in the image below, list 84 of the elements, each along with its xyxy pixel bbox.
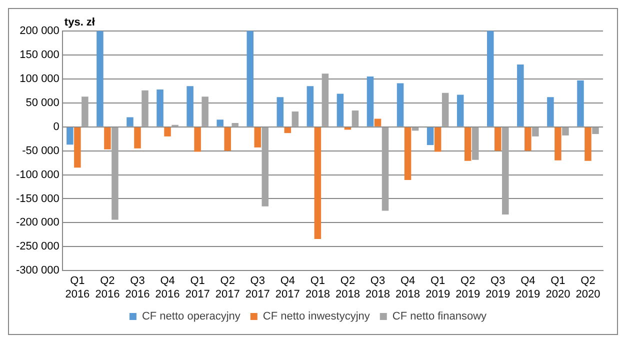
y-tick-label: -250 000 bbox=[16, 240, 60, 253]
bar bbox=[404, 127, 412, 180]
bar bbox=[592, 127, 599, 134]
bar bbox=[292, 112, 299, 126]
x-tick-label: Q3 2019 bbox=[486, 275, 510, 300]
bar bbox=[517, 64, 524, 126]
bar bbox=[202, 96, 208, 126]
x-tick-label: Q1 2016 bbox=[65, 275, 90, 300]
x-tick-label: Q3 2017 bbox=[245, 275, 270, 300]
bar bbox=[577, 80, 584, 126]
bar bbox=[554, 127, 562, 160]
bar bbox=[112, 127, 118, 220]
bar bbox=[186, 86, 194, 126]
y-tick-label: -200 000 bbox=[16, 216, 60, 229]
x-tick-label: Q2 2019 bbox=[456, 275, 480, 300]
bar bbox=[524, 127, 532, 151]
y-tick-label: 50 000 bbox=[26, 96, 60, 109]
bar bbox=[532, 127, 539, 136]
bar bbox=[262, 127, 269, 206]
bar bbox=[456, 94, 464, 126]
x-tick-label: Q2 2017 bbox=[215, 275, 240, 300]
bar bbox=[464, 127, 472, 161]
y-tick-label: 100 000 bbox=[20, 72, 60, 85]
bar bbox=[426, 127, 434, 146]
bar bbox=[246, 31, 254, 126]
x-tick-label: Q4 2019 bbox=[516, 275, 540, 300]
bar bbox=[306, 86, 314, 126]
x-tick-label: Q4 2017 bbox=[275, 275, 300, 300]
bar bbox=[232, 123, 238, 126]
bar bbox=[284, 127, 292, 134]
bar bbox=[396, 83, 404, 126]
bar bbox=[156, 89, 164, 126]
y-tick-label: 0 bbox=[53, 120, 60, 133]
y-tick-label: -150 000 bbox=[16, 192, 60, 205]
bar bbox=[276, 97, 284, 126]
y-tick-label: -50 000 bbox=[22, 144, 60, 157]
bar bbox=[96, 31, 104, 126]
bar bbox=[224, 127, 231, 151]
bar bbox=[382, 127, 389, 211]
bar bbox=[322, 74, 329, 126]
bar bbox=[472, 127, 479, 160]
bar bbox=[142, 90, 148, 126]
bar bbox=[487, 31, 494, 126]
x-tick-label: Q3 2016 bbox=[125, 275, 150, 300]
x-tick-label: Q2 2018 bbox=[335, 275, 360, 300]
bar bbox=[314, 127, 322, 239]
bar bbox=[442, 92, 449, 126]
x-tick-label: Q1 2020 bbox=[546, 275, 570, 300]
bar bbox=[366, 76, 374, 126]
y-axis-title: tys. zł bbox=[64, 16, 96, 29]
bar bbox=[216, 120, 224, 126]
bar bbox=[194, 127, 201, 152]
x-tick-label: Q4 2018 bbox=[396, 275, 420, 300]
bar bbox=[336, 94, 344, 126]
x-tick-label: Q1 2019 bbox=[426, 275, 450, 300]
y-tick-label: -300 000 bbox=[16, 264, 60, 277]
x-tick-label: Q3 2018 bbox=[366, 275, 390, 300]
bar bbox=[434, 127, 442, 152]
y-tick-label: 200 000 bbox=[20, 25, 60, 38]
x-tick-label: Q2 2016 bbox=[95, 275, 120, 300]
bar bbox=[254, 127, 262, 148]
bar bbox=[502, 127, 509, 215]
bar bbox=[164, 127, 171, 136]
legend-label: CF netto finansowy bbox=[392, 310, 488, 323]
x-tick-label: Q1 2017 bbox=[185, 275, 210, 300]
bar bbox=[494, 127, 502, 151]
x-tick-label: Q1 2018 bbox=[305, 275, 330, 300]
x-tick-label: Q4 2016 bbox=[155, 275, 180, 300]
legend-label: CF netto inwestycyjny bbox=[262, 310, 370, 323]
bar bbox=[66, 127, 74, 145]
bar bbox=[352, 110, 359, 126]
y-tick-label: 150 000 bbox=[20, 48, 60, 61]
bar bbox=[584, 127, 592, 161]
x-tick-label: Q2 2020 bbox=[576, 275, 600, 300]
bar bbox=[126, 117, 134, 126]
bar bbox=[562, 127, 569, 136]
bar bbox=[74, 127, 81, 168]
bar bbox=[104, 127, 111, 150]
bar bbox=[134, 127, 141, 148]
bar bbox=[547, 97, 554, 126]
y-tick-label: -100 000 bbox=[16, 168, 60, 181]
legend-label: CF netto operacyjny bbox=[142, 310, 241, 323]
bar bbox=[374, 118, 382, 126]
bar bbox=[82, 96, 88, 126]
